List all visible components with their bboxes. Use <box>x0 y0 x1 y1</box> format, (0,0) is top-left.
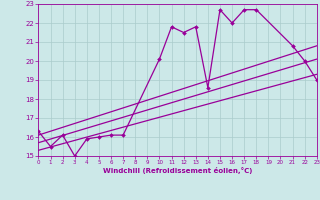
X-axis label: Windchill (Refroidissement éolien,°C): Windchill (Refroidissement éolien,°C) <box>103 167 252 174</box>
